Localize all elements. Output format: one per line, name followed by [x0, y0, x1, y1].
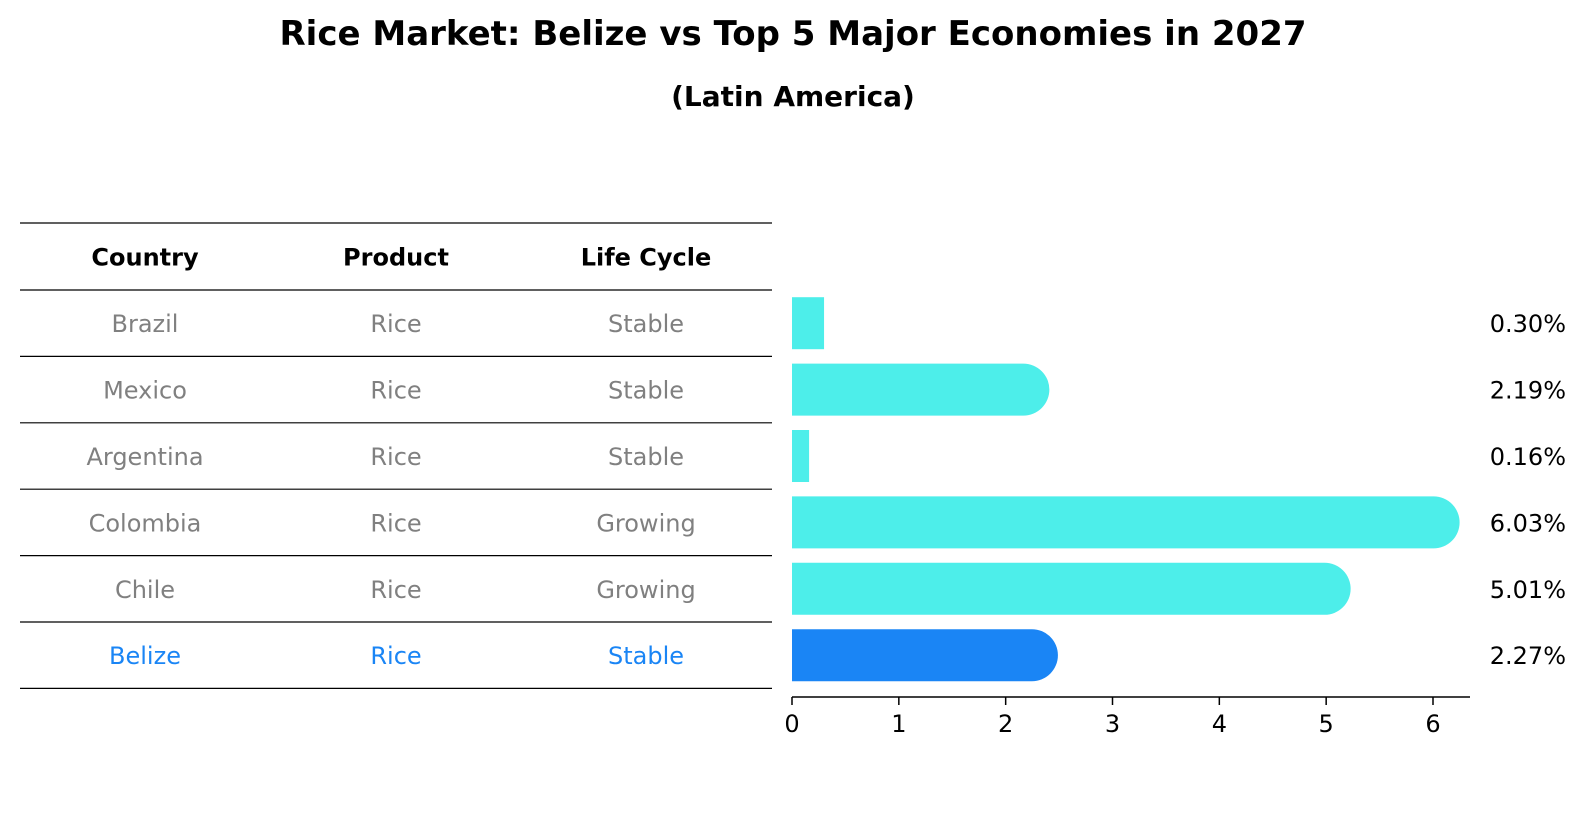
table-header-life-cycle: Life Cycle [581, 244, 712, 272]
x-tick-label: 2 [998, 710, 1013, 738]
x-tick-label: 5 [1319, 710, 1334, 738]
table-cell-product: Rice [370, 377, 421, 405]
bar-colombia [792, 496, 1460, 549]
table-header-country: Country [91, 244, 199, 272]
value-label-belize: 2.27% [1490, 642, 1566, 670]
bar-argentina [792, 430, 810, 482]
table-cell-country: Argentina [86, 443, 203, 471]
table-cell-country: Mexico [103, 377, 187, 405]
bar-mexico [792, 363, 1050, 416]
x-tick-label: 1 [891, 710, 906, 738]
value-label-colombia: 6.03% [1490, 509, 1566, 537]
table-cell-life-cycle: Stable [608, 443, 684, 471]
x-tick-label: 6 [1425, 710, 1440, 738]
table-header-product: Product [343, 244, 449, 272]
chart-subtitle: (Latin America) [671, 80, 915, 113]
table-cell-product: Rice [370, 576, 421, 604]
chart-title: Rice Market: Belize vs Top 5 Major Econo… [279, 14, 1307, 54]
table-cell-product: Rice [370, 443, 421, 471]
x-tick-label: 4 [1212, 710, 1227, 738]
table-cell-country: Belize [109, 642, 181, 670]
table-cell-product: Rice [370, 642, 421, 670]
value-label-chile: 5.01% [1490, 576, 1566, 604]
bar-belize [792, 629, 1058, 682]
table-cell-country: Chile [115, 576, 175, 604]
bar-brazil [792, 297, 825, 350]
value-label-mexico: 2.19% [1490, 377, 1566, 405]
value-label-argentina: 0.16% [1490, 443, 1566, 471]
table-cell-life-cycle: Stable [608, 642, 684, 670]
table-cell-product: Rice [370, 310, 421, 338]
bar-chile [792, 562, 1351, 615]
value-label-brazil: 0.30% [1490, 310, 1566, 338]
table-cell-product: Rice [370, 509, 421, 537]
table-cell-life-cycle: Growing [596, 509, 695, 537]
table-cell-country: Colombia [89, 509, 202, 537]
x-tick-label: 3 [1105, 710, 1120, 738]
table-cell-life-cycle: Stable [608, 310, 684, 338]
x-tick-label: 0 [784, 710, 799, 738]
table-cell-country: Brazil [112, 310, 179, 338]
table-cell-life-cycle: Stable [608, 377, 684, 405]
table-cell-life-cycle: Growing [596, 576, 695, 604]
